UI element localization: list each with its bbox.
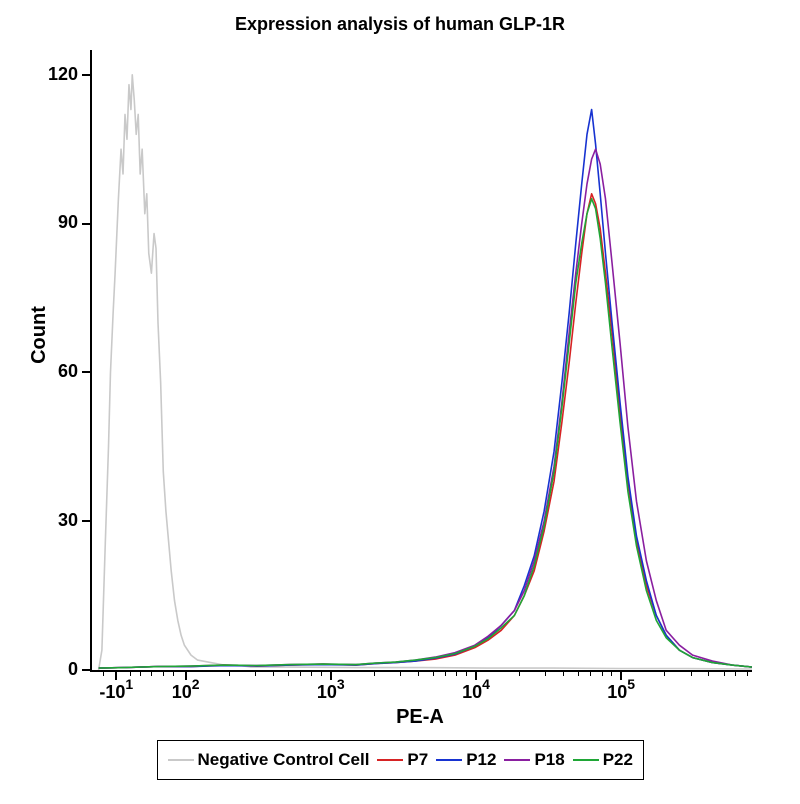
legend-label: P18 [534, 750, 564, 770]
x-tick-mark [330, 670, 332, 680]
x-tick-exponent: 3 [337, 676, 345, 692]
x-minor-tick [255, 670, 256, 676]
x-tick-mark [115, 670, 117, 680]
x-minor-tick [140, 670, 141, 676]
x-minor-tick [173, 670, 174, 676]
x-minor-tick [519, 670, 520, 676]
x-minor-tick [611, 670, 612, 676]
x-tick-exponent: 5 [627, 676, 635, 692]
x-minor-tick [708, 670, 709, 676]
x-minor-tick [311, 670, 312, 676]
x-minor-tick [321, 670, 322, 676]
x-minor-tick [103, 670, 104, 676]
x-minor-tick [691, 670, 692, 676]
y-tick-label: 120 [32, 64, 78, 85]
y-tick-label: 90 [32, 212, 78, 233]
y-tick-label: 0 [32, 659, 78, 680]
legend-swatch [436, 759, 462, 761]
x-minor-tick [724, 670, 725, 676]
x-tick-label: -10 [99, 682, 125, 703]
series-line [99, 194, 752, 668]
x-minor-tick [456, 670, 457, 676]
legend-label: P12 [466, 750, 496, 770]
x-minor-tick [300, 670, 301, 676]
series-line [99, 110, 752, 669]
x-tick-exponent: 4 [482, 676, 490, 692]
legend-item: P18 [504, 750, 564, 770]
legend-item: P12 [436, 750, 496, 770]
x-minor-tick [747, 670, 748, 676]
y-tick-mark [82, 669, 90, 671]
series-line [99, 75, 752, 670]
x-tick-label: 10 [607, 682, 627, 703]
legend-label: Negative Control Cell [198, 750, 370, 770]
legend-item: P7 [377, 750, 428, 770]
x-tick-mark [475, 670, 477, 680]
x-minor-tick [151, 670, 152, 676]
legend: Negative Control Cell P7 P12 P18 P22 [157, 740, 644, 780]
y-tick-mark [82, 371, 90, 373]
x-minor-tick [664, 670, 665, 676]
legend-swatch [377, 759, 403, 761]
x-tick-mark [185, 670, 187, 680]
plot-area [90, 50, 752, 672]
legend-item: Negative Control Cell [168, 750, 370, 770]
legend-label: P7 [407, 750, 428, 770]
x-minor-tick [433, 670, 434, 676]
x-minor-tick [273, 670, 274, 676]
x-minor-tick [163, 670, 164, 676]
x-minor-tick [130, 670, 131, 676]
y-tick-mark [82, 74, 90, 76]
x-minor-tick [563, 670, 564, 676]
legend-label: P22 [603, 750, 633, 770]
y-tick-mark [82, 223, 90, 225]
x-tick-exponent: 2 [192, 676, 200, 692]
legend-swatch [573, 759, 599, 761]
x-minor-tick [466, 670, 467, 676]
series-line [99, 199, 752, 668]
series-svg [92, 50, 752, 670]
legend-swatch [168, 759, 194, 761]
x-minor-tick [418, 670, 419, 676]
y-tick-mark [82, 520, 90, 522]
y-tick-label: 30 [32, 510, 78, 531]
x-axis-label: PE-A [360, 706, 480, 729]
x-minor-tick [288, 670, 289, 676]
x-minor-tick [545, 670, 546, 676]
x-minor-tick [602, 670, 603, 676]
chart-title: Expression analysis of human GLP-1R [0, 14, 800, 35]
series-line [99, 149, 752, 668]
x-minor-tick [400, 670, 401, 676]
x-tick-label: 10 [172, 682, 192, 703]
x-minor-tick [445, 670, 446, 676]
legend-item: P22 [573, 750, 633, 770]
x-minor-tick [578, 670, 579, 676]
x-minor-tick [590, 670, 591, 676]
y-tick-label: 60 [32, 361, 78, 382]
x-minor-tick [229, 670, 230, 676]
x-tick-label: 10 [462, 682, 482, 703]
legend-swatch [504, 759, 530, 761]
x-tick-exponent: 1 [125, 676, 133, 692]
x-minor-tick [374, 670, 375, 676]
chart-canvas: { "chart": { "type": "histogram-overlay"… [0, 0, 800, 804]
x-tick-label: 10 [317, 682, 337, 703]
x-minor-tick [735, 670, 736, 676]
x-tick-mark [620, 670, 622, 680]
